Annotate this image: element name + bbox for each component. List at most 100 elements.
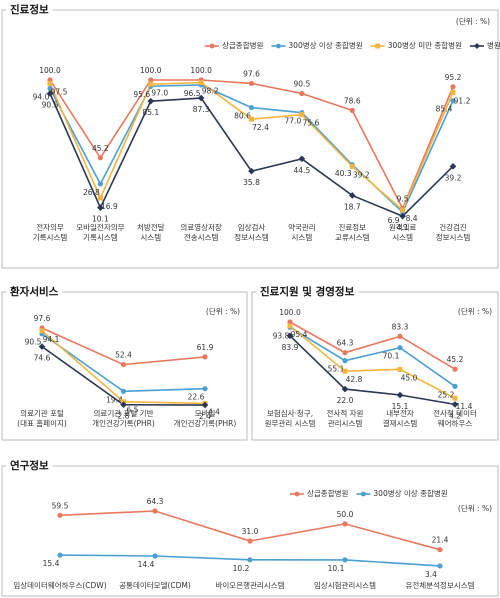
value-label: 10.2 [233, 564, 250, 573]
title-bg [6, 3, 53, 17]
category-label: 의료영상저장 전송시스템 [180, 222, 221, 242]
value-label: 22.0 [337, 396, 354, 405]
point [400, 207, 406, 213]
panel-frame [1, 465, 499, 597]
title-bg [6, 459, 53, 473]
value-label: 98.2 [202, 87, 219, 96]
category-label: 전사적 데이터 웨어하우스 [433, 408, 477, 428]
value-label: 40.3 [335, 169, 352, 178]
point [248, 80, 255, 87]
point [397, 333, 403, 339]
value-label: 4.2 [449, 411, 461, 420]
value-label: 18.7 [344, 202, 361, 211]
category-label: 의료기관 포털 (대표 홈페이지) [17, 408, 67, 428]
point [97, 195, 103, 201]
value-label: 42.8 [346, 375, 363, 384]
legend-marker [361, 491, 366, 497]
unit-label: (단위 : %) [458, 503, 492, 513]
value-label: 35.8 [243, 178, 260, 187]
value-label: 91.2 [454, 96, 471, 105]
value-label: 50.0 [337, 510, 354, 519]
point [249, 116, 254, 122]
series-line [289, 321, 456, 370]
point [247, 557, 253, 563]
point [348, 192, 356, 199]
value-label: 8.4 [406, 214, 418, 223]
value-label: 4.1 [397, 223, 409, 232]
value-label: 75.6 [303, 119, 320, 128]
value-label: 19.4 [106, 395, 123, 404]
value-label: 90.5 [25, 338, 42, 347]
value-label: 2.4 [199, 412, 211, 421]
category-label: 임상검사 정보시스템 [234, 222, 269, 242]
point [120, 388, 127, 394]
point [286, 332, 294, 340]
legend-marker [375, 43, 381, 49]
category-label: 바이오은행관리시스템 [216, 580, 285, 590]
category-label: 건강검진 정보시스템 [436, 222, 471, 242]
value-label: 95.4 [291, 330, 308, 339]
value-label: 45.2 [447, 355, 464, 364]
value-label: 83.3 [392, 322, 409, 331]
panel-frame [1, 291, 248, 441]
series-line [49, 84, 454, 214]
series-line [289, 335, 456, 406]
category-label: 의료기관 포털 기반 개인건강기록(PHR) [92, 408, 155, 428]
value-label: 15.4 [43, 559, 60, 568]
legend-label: 300병상 미만 종합병원 [388, 40, 462, 50]
value-label: 95.6 [133, 90, 150, 99]
point [451, 401, 459, 408]
series-line [49, 93, 454, 218]
series-line [49, 79, 454, 211]
value-label: 80.6 [234, 112, 251, 121]
point [147, 97, 155, 105]
unit-label: (단위 : %) [206, 306, 240, 316]
point [39, 328, 45, 334]
value-label: 25.2 [438, 390, 455, 399]
point [399, 212, 406, 220]
point [341, 385, 349, 393]
value-label: 94.0 [33, 93, 50, 102]
panel-title: 환자서비스 [10, 285, 59, 298]
legend-marker [294, 491, 300, 497]
point [437, 547, 443, 553]
value-label: 2.8 [118, 412, 130, 421]
point [298, 155, 306, 163]
point [57, 512, 63, 518]
point [148, 77, 154, 83]
value-label: 52.4 [115, 351, 132, 360]
category-label: 모바일전자의무 기록시스템 [76, 222, 124, 242]
value-label: 64.3 [337, 339, 354, 348]
point [201, 401, 209, 409]
point [287, 319, 293, 325]
category-label: 모바일 개인건강기록(PHR) [174, 408, 237, 428]
point [349, 163, 355, 169]
point [342, 358, 348, 364]
point [299, 112, 305, 118]
legend-label: 300병상 이상 종합병원 [288, 40, 362, 50]
value-label: 96.5 [184, 89, 201, 98]
point [342, 557, 348, 563]
point [299, 90, 305, 97]
category-label: 공통데이터모델(CDM) [119, 580, 191, 590]
point [248, 104, 255, 111]
legend-marker [209, 43, 215, 49]
point [349, 107, 355, 113]
point [197, 94, 205, 102]
value-label: 3.4 [425, 570, 437, 579]
unit-label: (단위 : %) [458, 306, 492, 316]
value-label: 97.0 [151, 88, 168, 97]
value-label: 10.1 [92, 215, 109, 224]
value-label: 100.0 [39, 66, 61, 75]
legend-marker [276, 43, 281, 49]
point [248, 167, 255, 175]
panel-frame [251, 291, 499, 441]
category-label: 보험심사·청구, 원무관리 시스템 [265, 408, 316, 428]
value-label: 85.4 [436, 105, 453, 114]
title-bg [256, 285, 359, 299]
value-label: 11.4 [456, 402, 473, 411]
panel-title: 진료지원 및 경영정보 [260, 285, 355, 298]
value-label: 31.0 [242, 527, 259, 536]
category-label: 임상데이터웨어하우스(CDW) [13, 580, 106, 590]
value-label: 4.4 [208, 407, 220, 416]
